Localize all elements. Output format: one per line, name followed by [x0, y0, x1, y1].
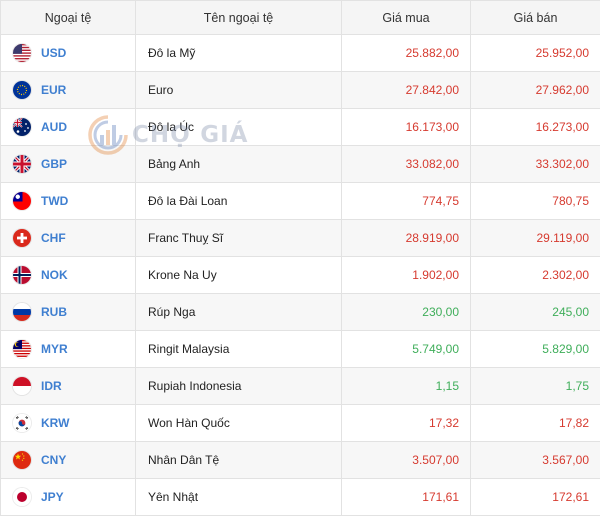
currency-code-cell: KRW — [1, 405, 136, 442]
buy-price: 17,32 — [342, 405, 471, 442]
currency-name: Đô la Úc — [136, 109, 342, 146]
sell-price: 5.829,00 — [471, 331, 600, 368]
buy-price: 27.842,00 — [342, 72, 471, 109]
currency-name: Krone Na Uy — [136, 257, 342, 294]
buy-price: 1.902,00 — [342, 257, 471, 294]
currency-name: Franc Thuỵ Sĩ — [136, 220, 342, 257]
my-flag-icon — [13, 340, 31, 358]
currency-code: RUB — [41, 305, 67, 319]
currency-code: AUD — [41, 120, 67, 134]
currency-code: GBP — [41, 157, 67, 171]
currency-name: Won Hàn Quốc — [136, 405, 342, 442]
currency-code: CHF — [41, 231, 66, 245]
currency-name: Euro — [136, 72, 342, 109]
currency-code: IDR — [41, 379, 62, 393]
currency-code: USD — [41, 46, 66, 60]
currency-code-cell: EUR — [1, 72, 136, 109]
currency-code-cell: MYR — [1, 331, 136, 368]
currency-name: Rupiah Indonesia — [136, 368, 342, 405]
currency-name: Yên Nhật — [136, 479, 342, 516]
currency-name: Đô la Đài Loan — [136, 183, 342, 220]
currency-code-cell: CNY — [1, 442, 136, 479]
au-flag-icon — [13, 118, 31, 136]
currency-code-cell: RUB — [1, 294, 136, 331]
id-flag-icon — [13, 377, 31, 395]
sell-price: 172,61 — [471, 479, 600, 516]
buy-price: 171,61 — [342, 479, 471, 516]
sell-price: 3.567,00 — [471, 442, 600, 479]
buy-price: 1,15 — [342, 368, 471, 405]
currency-name: Rúp Nga — [136, 294, 342, 331]
currency-code: KRW — [41, 416, 69, 430]
tw-flag-icon — [13, 192, 31, 210]
sell-price: 2.302,00 — [471, 257, 600, 294]
sell-price: 780,75 — [471, 183, 600, 220]
header-sell-price: Giá bán — [471, 1, 600, 35]
kr-flag-icon — [13, 414, 31, 432]
sell-price: 16.273,00 — [471, 109, 600, 146]
currency-name: Ringit Malaysia — [136, 331, 342, 368]
buy-price: 33.082,00 — [342, 146, 471, 183]
sell-price: 27.962,00 — [471, 72, 600, 109]
sell-price: 17,82 — [471, 405, 600, 442]
buy-price: 25.882,00 — [342, 35, 471, 72]
ru-flag-icon — [13, 303, 31, 321]
currency-name: Bảng Anh — [136, 146, 342, 183]
currency-code-cell: NOK — [1, 257, 136, 294]
buy-price: 16.173,00 — [342, 109, 471, 146]
us-flag-icon — [13, 44, 31, 62]
header-buy-price: Giá mua — [342, 1, 471, 35]
currency-name: Nhân Dân Tệ — [136, 442, 342, 479]
currency-code: CNY — [41, 453, 66, 467]
currency-code-cell: GBP — [1, 146, 136, 183]
currency-code: MYR — [41, 342, 68, 356]
currency-code: NOK — [41, 268, 68, 282]
buy-price: 5.749,00 — [342, 331, 471, 368]
currency-code-cell: AUD — [1, 109, 136, 146]
buy-price: 230,00 — [342, 294, 471, 331]
currency-code: TWD — [41, 194, 68, 208]
currency-code-cell: CHF — [1, 220, 136, 257]
eu-flag-icon — [13, 81, 31, 99]
currency-code-cell: TWD — [1, 183, 136, 220]
currency-code-cell: USD — [1, 35, 136, 72]
currency-code-cell: JPY — [1, 479, 136, 516]
sell-price: 1,75 — [471, 368, 600, 405]
currency-name: Đô la Mỹ — [136, 35, 342, 72]
buy-price: 28.919,00 — [342, 220, 471, 257]
gb-flag-icon — [13, 155, 31, 173]
no-flag-icon — [13, 266, 31, 284]
cn-flag-icon — [13, 451, 31, 469]
ch-flag-icon — [13, 229, 31, 247]
buy-price: 3.507,00 — [342, 442, 471, 479]
table-header-row: Ngoại tệ Tên ngoại tệ Giá mua Giá bán — [1, 1, 600, 35]
sell-price: 33.302,00 — [471, 146, 600, 183]
sell-price: 25.952,00 — [471, 35, 600, 72]
header-currency-code: Ngoại tệ — [1, 1, 136, 35]
sell-price: 29.119,00 — [471, 220, 600, 257]
currency-code: EUR — [41, 83, 66, 97]
buy-price: 774,75 — [342, 183, 471, 220]
currency-code: JPY — [41, 490, 64, 504]
header-currency-name: Tên ngoại tệ — [136, 1, 342, 35]
currency-code-cell: IDR — [1, 368, 136, 405]
jp-flag-icon — [13, 488, 31, 506]
sell-price: 245,00 — [471, 294, 600, 331]
